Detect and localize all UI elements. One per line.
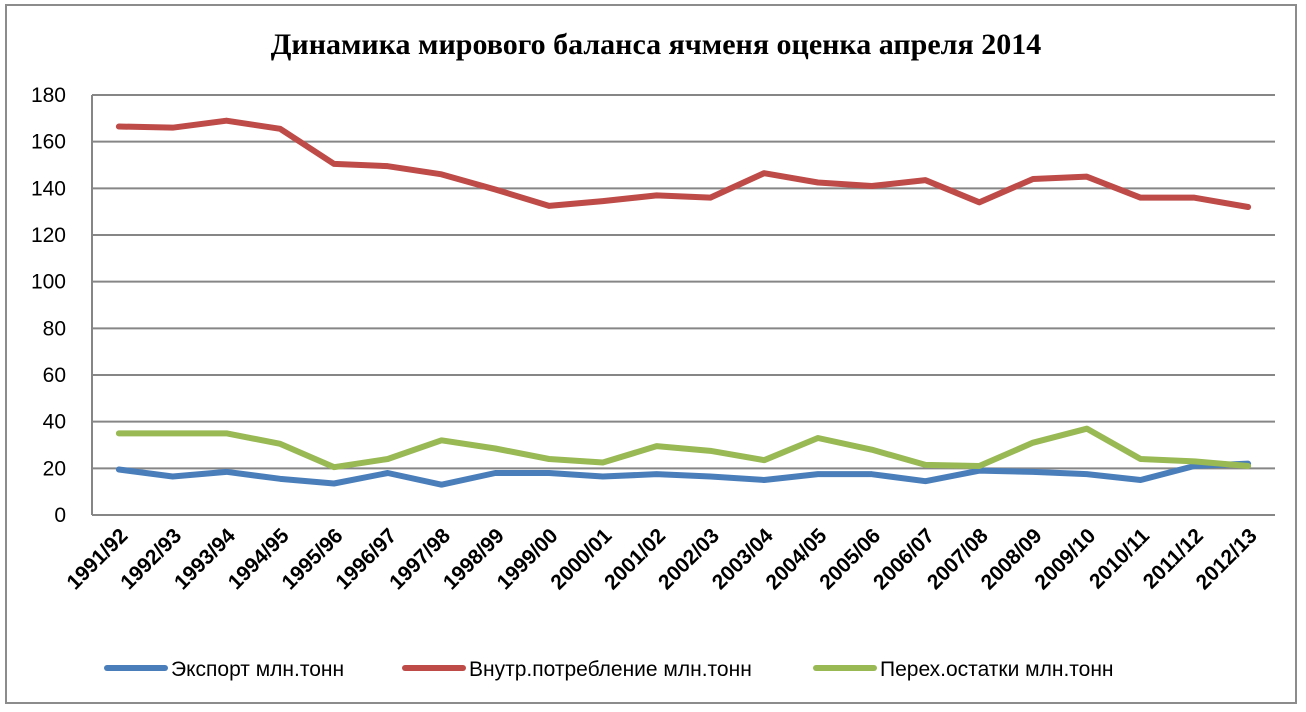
y-tick-label: 40: [43, 411, 66, 434]
y-tick-label: 160: [31, 131, 66, 154]
chart-frame: Динамика мирового баланса ячменя оценка …: [5, 4, 1297, 704]
legend: Экспорт млн.тонн Внутр.потребление млн.то…: [104, 658, 1114, 681]
x-axis-ticks: 1991/921992/931993/941994/951995/961996/…: [62, 524, 1261, 594]
x-tick-label: 2012/13: [1192, 524, 1262, 594]
y-tick-label: 80: [43, 317, 66, 340]
y-tick-label: 20: [43, 457, 66, 480]
legend-label: Внутр.потребление млн.тонн: [469, 658, 752, 681]
y-tick-label: 60: [43, 364, 66, 387]
legend-label: Перех.остатки млн.тонн: [880, 658, 1114, 681]
series-line-1: [115, 460, 1252, 488]
y-tick-label: 120: [31, 224, 66, 247]
series-lines: [115, 117, 1252, 488]
series-line-3: [115, 425, 1252, 471]
chart-title: Динамика мирового баланса ячменя оценка …: [271, 28, 1041, 61]
y-tick-label: 140: [31, 177, 66, 200]
y-tick-label: 0: [54, 504, 66, 527]
line-chart: Динамика мирового баланса ячменя оценка …: [31, 28, 1275, 681]
legend-label: Экспорт млн.тонн: [171, 658, 344, 681]
gridlines: [91, 94, 1275, 516]
y-tick-label: 180: [31, 84, 66, 107]
y-tick-label: 100: [31, 271, 66, 294]
y-axis-ticks: 0 20 40 60 80 100 120 140 160 180: [31, 84, 66, 527]
x-tick-label: 2009/10: [1030, 524, 1100, 594]
series-line-2: [115, 117, 1252, 210]
